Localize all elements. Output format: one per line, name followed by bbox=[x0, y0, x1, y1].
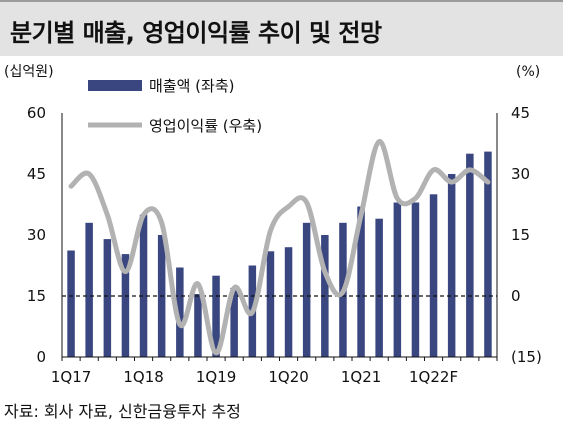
bar-2 bbox=[103, 239, 112, 357]
right-tick-label: 15 bbox=[511, 226, 530, 244]
bar-18 bbox=[393, 202, 402, 357]
legend-swatch-bar bbox=[88, 80, 142, 91]
left-tick-label: 15 bbox=[27, 287, 46, 305]
x-tick-label: 1Q17 bbox=[51, 368, 91, 386]
x-tick-label: 1Q18 bbox=[123, 368, 163, 386]
left-tick-label: 30 bbox=[27, 226, 46, 244]
right-unit-label: (%) bbox=[516, 64, 540, 80]
bar-3 bbox=[121, 254, 130, 357]
bar-8 bbox=[212, 275, 220, 357]
legend-label-bar: 매출액 (좌축) bbox=[149, 77, 234, 95]
bar-7 bbox=[194, 294, 202, 357]
bar-13 bbox=[302, 222, 311, 357]
source-note: 자료: 회사 자료, 신한금융투자 추정 bbox=[4, 402, 241, 421]
bar-1 bbox=[85, 222, 93, 357]
margin-line bbox=[68, 138, 491, 356]
right-tick-label: 45 bbox=[511, 104, 530, 122]
bar-19 bbox=[411, 202, 420, 357]
bar-0 bbox=[67, 250, 75, 357]
bar-20 bbox=[429, 194, 438, 357]
right-tick-label: 0 bbox=[511, 287, 521, 305]
left-tick-label: 0 bbox=[36, 348, 46, 366]
bar-9 bbox=[230, 287, 238, 357]
bar-17 bbox=[375, 218, 383, 357]
bar-21 bbox=[447, 174, 456, 357]
bar-6 bbox=[176, 267, 184, 357]
x-tick-label: 1Q21 bbox=[341, 368, 381, 386]
bar-11 bbox=[266, 251, 275, 357]
bar-12 bbox=[284, 247, 293, 357]
bar-23 bbox=[484, 151, 492, 357]
right-tick-label: (15) bbox=[511, 348, 542, 366]
right-tick-label: 30 bbox=[511, 165, 530, 183]
left-unit-label: (십억원) bbox=[4, 64, 54, 80]
bar-22 bbox=[466, 153, 474, 357]
chart-area: 0 15 30 45 60 45 30 15 0 (15) 1Q17 1Q18 1Q19 1Q20 1Q21… bbox=[4, 64, 542, 386]
x-tick-label: 1Q22F bbox=[409, 368, 458, 386]
left-tick-label: 45 bbox=[27, 165, 46, 183]
title-bar: 분기별 매출, 영업이익률 추이 및 전망 bbox=[0, 0, 563, 56]
chart-title: 분기별 매출, 영업이익률 추이 및 전망 bbox=[10, 19, 382, 47]
legend-label-line: 영업이익률 (우축) bbox=[149, 117, 262, 135]
left-tick-label: 60 bbox=[27, 104, 46, 122]
x-tick-label: 1Q19 bbox=[196, 368, 236, 386]
x-tick-label: 1Q20 bbox=[268, 368, 308, 386]
bar-4 bbox=[139, 214, 148, 357]
bar-16 bbox=[357, 206, 365, 357]
